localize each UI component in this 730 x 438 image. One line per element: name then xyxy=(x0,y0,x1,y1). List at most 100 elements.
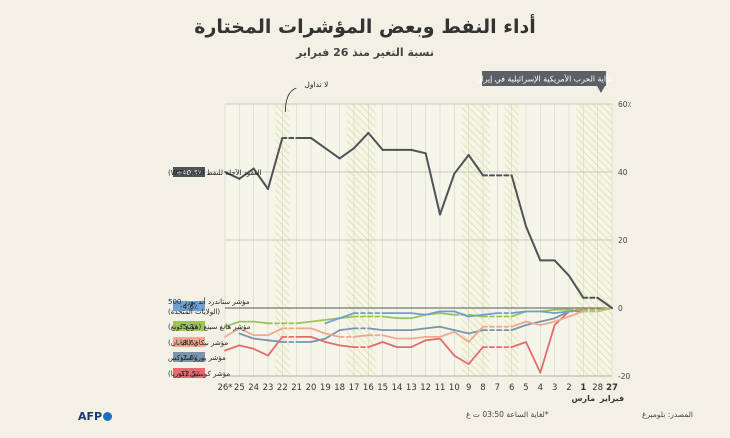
series-segment-eurostoxx xyxy=(424,325,441,330)
series-segment-sp500 xyxy=(453,310,470,318)
war-annotation-label: بداية الحرب الأمريكية الإسرائيلية في إير… xyxy=(476,74,613,84)
series-segment-oil xyxy=(510,174,527,228)
series-segment-oil xyxy=(238,167,255,180)
series-segment-oil xyxy=(252,167,269,190)
series-badge-eurostoxx xyxy=(173,352,205,362)
series-segment-kospi xyxy=(238,344,255,350)
x-tick-label: 9 xyxy=(466,383,471,393)
series-segment-oil xyxy=(424,152,441,216)
series-segment-nikkei xyxy=(467,325,484,343)
series-name-sp500: (الولايات المتحدة) xyxy=(168,308,220,316)
series-segment-sp500 xyxy=(482,312,499,316)
series-segment-eurostoxx xyxy=(510,324,527,332)
series-segment-hangseng xyxy=(310,318,327,323)
series-badge-value: +40.5٪ xyxy=(176,169,201,177)
x-tick-label: 26* xyxy=(217,383,232,393)
series-segment-sp500 xyxy=(467,313,484,318)
series-segment-oil xyxy=(453,154,470,175)
series-segment-nikkei xyxy=(310,327,327,335)
x-tick-label: 22 xyxy=(277,383,288,393)
x-month-label: فبراير xyxy=(599,394,624,403)
series-name-nikkei: مؤشر نيكاي (اليابان) xyxy=(168,339,228,347)
series-segment-kospi xyxy=(381,341,398,349)
series-segment-oil xyxy=(553,259,570,277)
series-segment-eurostoxx xyxy=(267,339,284,343)
series-segment-oil xyxy=(568,274,585,299)
y-tick-label: 0 xyxy=(618,304,623,313)
y-tick-label: 40 xyxy=(618,168,628,177)
series-segment-nikkei xyxy=(553,315,570,323)
series-segment-nikkei xyxy=(353,334,370,338)
series-segment-eurostoxx xyxy=(238,332,255,340)
series-segment-kospi xyxy=(252,347,269,357)
series-segment-hangseng xyxy=(252,320,269,325)
x-tick-label: 24 xyxy=(248,383,259,393)
series-badge-oil xyxy=(173,167,205,177)
x-tick-label: 11 xyxy=(435,383,446,393)
series-segment-nikkei xyxy=(238,327,255,337)
series-segment-sp500 xyxy=(510,310,527,315)
series-badge-sp500 xyxy=(173,301,205,311)
x-tick-label: 21 xyxy=(291,383,302,393)
series-segment-hangseng xyxy=(439,312,456,316)
series-segment-hangseng xyxy=(381,315,398,320)
series-segment-nikkei xyxy=(410,335,427,340)
x-tick-label: 8 xyxy=(480,383,485,393)
y-tick-label: -20 xyxy=(618,372,630,381)
x-tick-label: 4 xyxy=(538,383,543,393)
series-segment-oil xyxy=(338,147,355,160)
series-name-oil: العقود الآجلة للنفط الخام (WTI) xyxy=(168,168,262,177)
series-segment-sp500 xyxy=(324,317,341,325)
series-segment-eurostoxx xyxy=(453,329,470,335)
series-name-eurostoxx: مؤشر يورو ستوكس xyxy=(168,354,226,362)
series-segment-oil xyxy=(267,137,284,190)
series-segment-kospi xyxy=(224,344,241,352)
series-badge-kospi xyxy=(173,368,205,378)
x-tick-label: 27 xyxy=(606,383,618,393)
x-tick-label: 7 xyxy=(495,383,500,393)
series-segment-nikkei xyxy=(453,330,470,343)
series-segment-kospi xyxy=(467,346,484,366)
series-name-hangseng: مؤشر هانغ سينغ (هونغ كونغ) xyxy=(168,323,251,331)
x-tick-label: 16 xyxy=(363,383,374,393)
chart-subtitle: نسبة التغير منذ 26 فبراير xyxy=(296,46,434,59)
footnote: *لغاية الساعة 03:50 ت غ xyxy=(466,410,549,419)
series-segment-kospi xyxy=(539,324,556,374)
series-segment-nikkei xyxy=(539,320,556,326)
series-segment-eurostoxx xyxy=(410,327,427,332)
source-note: المصدر: بلومبرغ xyxy=(642,410,694,419)
series-segment-kospi xyxy=(525,341,542,374)
series-name-sp500: مؤشر ستاندرد أند بورز 500 xyxy=(168,297,250,306)
series-segment-kospi xyxy=(439,337,456,357)
series-segment-oil xyxy=(310,137,327,150)
series-segment-oil xyxy=(353,131,370,150)
x-tick-label: 25 xyxy=(234,383,245,393)
series-segment-eurostoxx xyxy=(539,317,556,323)
series-name-kospi: مؤشر كوسبي (كوريا) xyxy=(168,370,230,378)
x-tick-label: 10 xyxy=(449,383,460,393)
series-segment-sp500 xyxy=(553,310,570,315)
x-tick-label: 2 xyxy=(566,383,571,393)
series-segment-nikkei xyxy=(267,327,284,337)
series-segment-oil xyxy=(367,131,384,151)
series-segment-sp500 xyxy=(539,310,556,315)
series-segment-oil xyxy=(467,154,484,177)
x-tick-label: 15 xyxy=(377,383,388,393)
series-segment-nikkei xyxy=(568,310,585,318)
x-tick-label: 3 xyxy=(552,383,557,393)
series-badge-nikkei xyxy=(173,337,205,347)
series-segment-oil xyxy=(410,148,427,155)
x-tick-label: 6 xyxy=(509,383,514,393)
series-segment-nikkei xyxy=(439,330,456,338)
war-annotation-box xyxy=(482,71,606,86)
series-segment-oil xyxy=(224,171,241,180)
series-segment-eurostoxx xyxy=(310,337,327,343)
series-segment-oil xyxy=(596,296,613,309)
no-trading-pointer xyxy=(284,87,297,113)
x-tick-label: 12 xyxy=(420,383,431,393)
series-segment-nikkei xyxy=(381,334,398,340)
x-tick-label: 19 xyxy=(320,383,331,393)
series-badge-value: -5.3٪ xyxy=(180,323,198,331)
y-tick-label: 20 xyxy=(618,236,628,245)
